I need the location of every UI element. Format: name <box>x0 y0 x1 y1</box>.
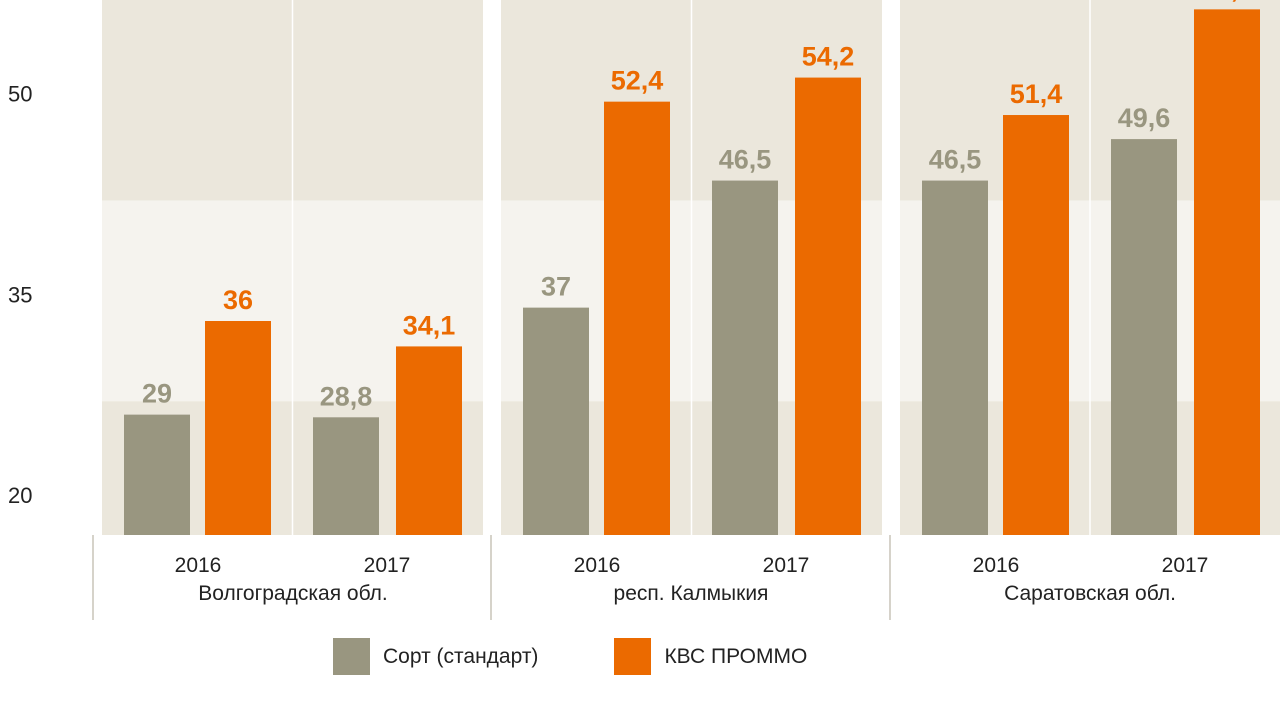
value-label-standard-2-0: 46,5 <box>929 145 982 175</box>
y-axis-ticks: 20 35 50 <box>8 82 32 508</box>
x-tick-label-0-1: 2017 <box>364 554 411 577</box>
group-label-0: Волгоградская обл. <box>198 582 388 605</box>
bar-kws-1-1 <box>795 77 861 535</box>
bar-kws-2-1 <box>1194 9 1260 536</box>
x-tick-label-0-0: 2016 <box>175 554 222 577</box>
legend-label-standard: Сорт (стандарт) <box>383 644 539 668</box>
legend-swatch-kws <box>614 638 652 675</box>
value-label-standard-2-1: 49,6 <box>1118 103 1171 133</box>
value-label-kws-2-0: 51,4 <box>1010 79 1063 109</box>
value-label-kws-2-1: 59,3 <box>1201 0 1254 3</box>
bar-standard-2-1 <box>1111 139 1177 535</box>
value-labels: 29 36 28,8 34,1 37 52,4 46,5 54,2 46,5 51,4 49,6 59… <box>142 0 1253 411</box>
bar-kws-0-1 <box>396 346 462 535</box>
group-label-2: Саратовская обл. <box>1004 582 1176 605</box>
x-axis-labels: 2016 2017 Волгоградская обл. 2016 2017 респ. … <box>92 535 1209 620</box>
bar-kws-0-0 <box>205 321 271 535</box>
value-label-kws-0-1: 34,1 <box>403 310 456 340</box>
value-label-standard-1-0: 37 <box>541 272 571 302</box>
value-label-standard-1-1: 46,5 <box>719 145 772 175</box>
background-bands <box>102 0 1280 535</box>
y-tick-label-35: 35 <box>8 282 32 307</box>
legend-label-kws: КВС ПРОММО <box>664 644 808 668</box>
bar-kws-1-0 <box>604 101 670 536</box>
bar-standard-0-0 <box>124 414 190 535</box>
legend-item-kws: КВС ПРОММО <box>614 638 807 675</box>
legend: Сорт (стандарт) КВС ПРОММО <box>333 638 883 675</box>
legend-swatch-standard <box>333 638 370 675</box>
bar-standard-0-1 <box>313 417 379 535</box>
value-label-kws-1-1: 54,2 <box>802 42 855 72</box>
value-label-kws-1-0: 52,4 <box>611 66 664 96</box>
bars <box>124 9 1260 536</box>
x-tick-label-1-1: 2017 <box>763 554 810 577</box>
bar-standard-2-0 <box>922 180 988 535</box>
x-tick-label-2-0: 2016 <box>973 554 1020 577</box>
x-tick-label-1-0: 2016 <box>574 554 621 577</box>
group-label-1: респ. Калмыкия <box>614 582 769 605</box>
bar-standard-1-0 <box>523 307 589 535</box>
value-label-standard-0-1: 28,8 <box>320 381 373 411</box>
y-tick-label-50: 50 <box>8 82 32 107</box>
value-label-kws-0-0: 36 <box>223 285 253 315</box>
y-tick-label-20: 20 <box>8 483 32 508</box>
x-tick-label-2-1: 2017 <box>1162 554 1209 577</box>
bar-standard-1-1 <box>712 180 778 535</box>
value-label-standard-0-0: 29 <box>142 379 172 409</box>
legend-item-standard: Сорт (стандарт) <box>333 638 538 675</box>
bar-kws-2-0 <box>1003 115 1069 536</box>
